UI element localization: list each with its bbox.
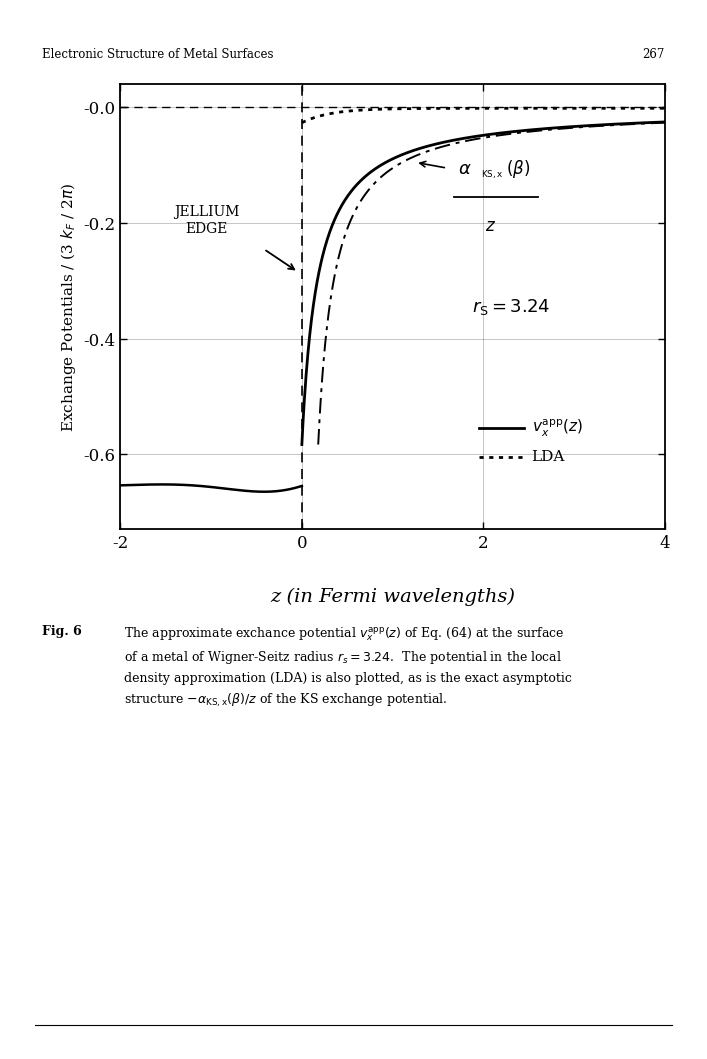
Text: $v_x^{\rm app}(z)$: $v_x^{\rm app}(z)$: [531, 418, 582, 439]
Text: $(\beta)$: $(\beta)$: [506, 158, 530, 179]
Text: z (in Fermi wavelengths): z (in Fermi wavelengths): [270, 588, 515, 606]
Text: The approximate exchance potential $v_x^{\rm app}(z)$ of Eq. (64) at the surface: The approximate exchance potential $v_x^…: [124, 625, 571, 708]
Text: LDA: LDA: [531, 450, 565, 464]
Text: $z$: $z$: [485, 218, 496, 235]
Y-axis label: Exchange Potentials / (3 $k_F$ / 2$\pi$): Exchange Potentials / (3 $k_F$ / 2$\pi$): [59, 182, 78, 432]
Text: 267: 267: [642, 48, 665, 60]
Text: $\alpha$: $\alpha$: [457, 160, 472, 178]
Text: Electronic Structure of Metal Surfaces: Electronic Structure of Metal Surfaces: [42, 48, 274, 60]
Text: JELLIUM
EDGE: JELLIUM EDGE: [174, 204, 239, 236]
Text: $r_{\rm S} = 3.24$: $r_{\rm S} = 3.24$: [472, 298, 549, 317]
Text: Fig. 6: Fig. 6: [42, 625, 82, 638]
Text: $_{\rm KS,x}$: $_{\rm KS,x}$: [480, 167, 503, 181]
